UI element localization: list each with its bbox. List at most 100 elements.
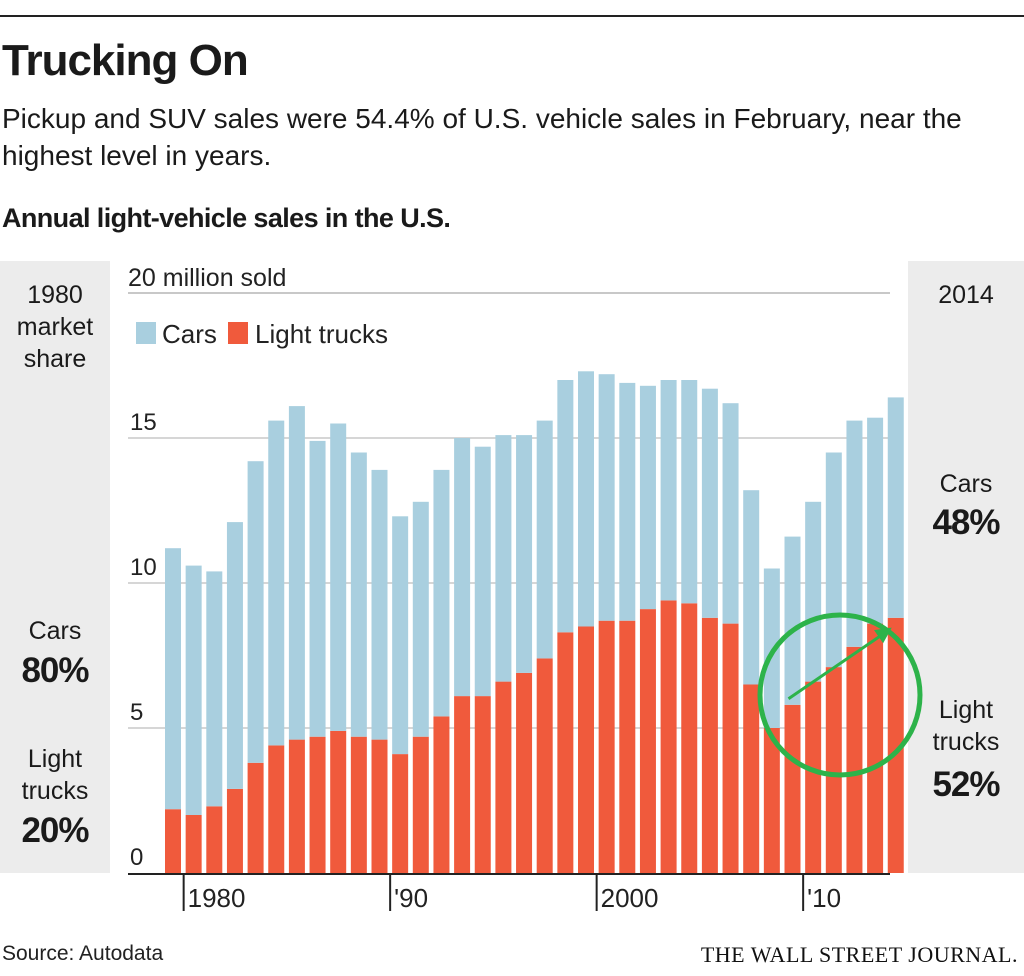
bar-cars-1982 bbox=[226, 522, 243, 789]
publisher-logo: THE WALL STREET JOURNAL. bbox=[700, 942, 1018, 967]
legend-label-cars: Cars bbox=[162, 319, 217, 349]
bar-cars-2009 bbox=[784, 536, 801, 705]
bar-light-trucks-1983 bbox=[247, 762, 264, 873]
left-panel-year: 1980 bbox=[27, 281, 83, 309]
trend-arrow-head bbox=[874, 627, 892, 644]
left-trucks-label-2: trucks bbox=[21, 777, 89, 805]
bar-cars-1996 bbox=[516, 435, 533, 673]
left-trucks-label-1: Light bbox=[27, 745, 83, 773]
bar-light-trucks-2007 bbox=[743, 684, 760, 873]
bar-cars-1986 bbox=[309, 440, 326, 737]
bar-cars-2000 bbox=[598, 374, 615, 621]
bar-cars-1992 bbox=[433, 469, 450, 717]
bar-cars-1990 bbox=[392, 516, 409, 755]
bar-cars-1985 bbox=[288, 406, 305, 740]
bar-light-trucks-1995 bbox=[495, 681, 512, 873]
bar-cars-2004 bbox=[681, 380, 698, 604]
bar-light-trucks-2003 bbox=[660, 600, 677, 873]
bar-light-trucks-2004 bbox=[681, 603, 698, 873]
bar-cars-1988 bbox=[350, 452, 367, 737]
page-title: Trucking On bbox=[2, 36, 249, 85]
bar-cars-2014 bbox=[887, 397, 904, 618]
x-tick-label-2000: 2000 bbox=[601, 883, 659, 913]
left-panel-market: market bbox=[16, 313, 94, 341]
bar-light-trucks-1985 bbox=[288, 739, 305, 873]
x-tick-label-2010: '10 bbox=[807, 883, 841, 913]
source-note: Source: Autodata bbox=[2, 942, 164, 965]
legend-swatch-cars bbox=[136, 322, 156, 344]
bar-light-trucks-2005 bbox=[701, 617, 718, 873]
bar-light-trucks-1988 bbox=[350, 736, 367, 873]
bar-cars-2011 bbox=[825, 452, 842, 668]
bar-cars-2012 bbox=[846, 420, 863, 647]
right-market-share-panel: 2014 Cars 48% Light trucks 52% bbox=[908, 261, 1024, 873]
y-tick-label-10: 10 bbox=[130, 554, 157, 581]
left-trucks-value: 20% bbox=[21, 811, 89, 850]
chart-heading: Annual light-vehicle sales in the U.S. bbox=[2, 203, 451, 233]
bar-light-trucks-1991 bbox=[412, 736, 429, 873]
bar-light-trucks-1992 bbox=[433, 716, 450, 873]
y-tick-label-15: 15 bbox=[130, 409, 157, 436]
bar-cars-2010 bbox=[805, 501, 822, 682]
left-market-share-panel: 1980 market share Cars 80% Light trucks … bbox=[0, 261, 110, 873]
legend-swatch-light-trucks bbox=[228, 322, 248, 344]
bar-light-trucks-2013 bbox=[867, 623, 884, 873]
bar-cars-1980 bbox=[185, 565, 202, 815]
bar-light-trucks-1984 bbox=[268, 745, 285, 873]
bar-cars-1989 bbox=[371, 469, 388, 740]
bar-light-trucks-2009 bbox=[784, 704, 801, 873]
bar-light-trucks-2012 bbox=[846, 646, 863, 873]
bar-cars-1995 bbox=[495, 435, 512, 682]
bar-cars-1981 bbox=[206, 571, 223, 807]
bar-cars-1984 bbox=[268, 420, 285, 746]
legend-label-light-trucks: Light trucks bbox=[255, 319, 388, 349]
y-axis-unit-label: 20 million sold bbox=[128, 264, 286, 292]
bar-cars-1999 bbox=[578, 371, 594, 627]
right-panel-year: 2014 bbox=[938, 281, 994, 309]
bar-light-trucks-2000 bbox=[598, 620, 615, 873]
bar-cars-1987 bbox=[330, 423, 347, 731]
bar-light-trucks-1979 bbox=[165, 809, 181, 873]
x-tick-label-1990: '90 bbox=[394, 883, 428, 913]
bar-light-trucks-1990 bbox=[392, 754, 409, 873]
bar-light-trucks-1981 bbox=[206, 806, 223, 873]
top-rule bbox=[0, 15, 1024, 17]
page-subtitle: Pickup and SUV sales were 54.4% of U.S. … bbox=[2, 103, 962, 171]
highlight-circle bbox=[757, 612, 923, 778]
left-cars-label: Cars bbox=[28, 617, 82, 645]
bar-cars-1993 bbox=[454, 438, 471, 697]
bar-cars-2006 bbox=[722, 403, 739, 624]
bar-cars-2005 bbox=[701, 388, 718, 618]
bar-light-trucks-1989 bbox=[371, 739, 388, 873]
bar-cars-2008 bbox=[763, 568, 780, 728]
bar-cars-2013 bbox=[867, 417, 884, 624]
bar-light-trucks-1980 bbox=[185, 815, 202, 873]
bar-cars-1998 bbox=[557, 380, 574, 633]
bar-light-trucks-1987 bbox=[330, 730, 347, 873]
bar-light-trucks-2014 bbox=[887, 617, 904, 873]
right-cars-label: Cars bbox=[939, 470, 993, 498]
y-tick-label-5: 5 bbox=[130, 699, 143, 726]
left-cars-value: 80% bbox=[21, 651, 89, 690]
bar-light-trucks-2006 bbox=[722, 623, 739, 873]
right-trucks-label-2: trucks bbox=[932, 728, 1000, 756]
bar-cars-1994 bbox=[474, 446, 491, 697]
bar-cars-2001 bbox=[619, 382, 636, 621]
bar-light-trucks-1994 bbox=[474, 696, 491, 873]
bar-cars-1979 bbox=[165, 548, 181, 810]
bar-light-trucks-1996 bbox=[516, 672, 533, 873]
bar-cars-2003 bbox=[660, 380, 677, 601]
bar-cars-2002 bbox=[639, 385, 656, 610]
bar-light-trucks-2010 bbox=[805, 681, 822, 873]
bar-light-trucks-2002 bbox=[639, 609, 656, 873]
bar-light-trucks-1997 bbox=[536, 658, 553, 873]
bar-light-trucks-1998 bbox=[557, 632, 574, 873]
right-cars-value: 48% bbox=[932, 503, 1000, 542]
bar-light-trucks-2001 bbox=[619, 620, 636, 873]
y-tick-label-0: 0 bbox=[130, 844, 143, 871]
right-trucks-value: 52% bbox=[932, 765, 1000, 804]
bar-cars-2007 bbox=[743, 490, 760, 685]
right-trucks-label-1: Light bbox=[938, 696, 994, 724]
bar-light-trucks-1982 bbox=[226, 788, 243, 873]
